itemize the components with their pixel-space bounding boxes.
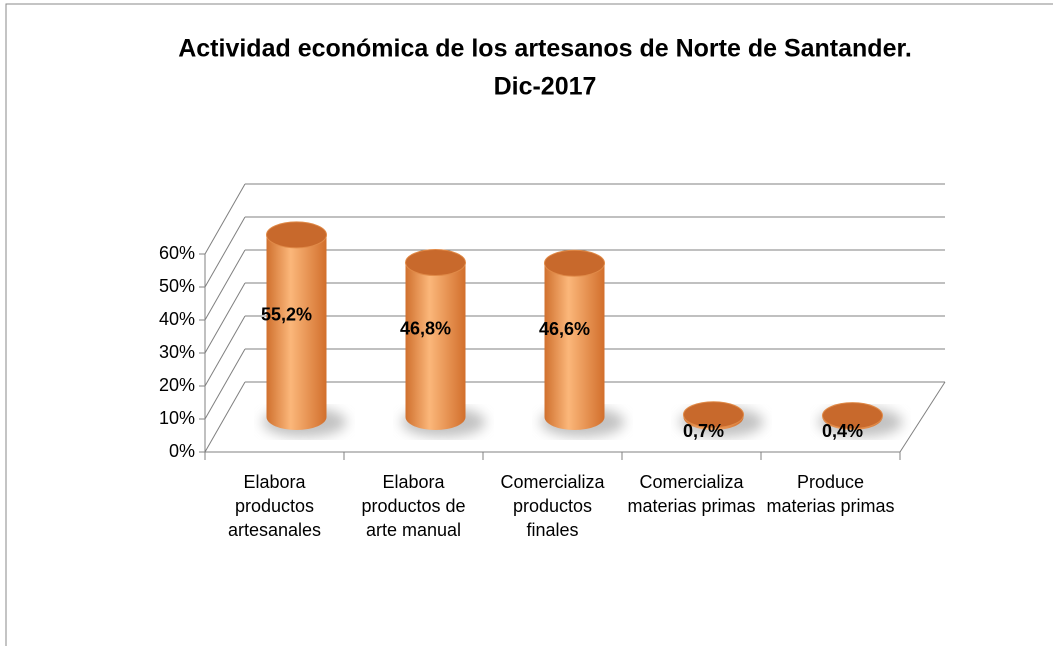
bar-top — [405, 249, 466, 277]
grid-line — [204, 348, 246, 420]
bar-bottom — [405, 404, 466, 430]
floor-edge — [899, 381, 946, 453]
x-tick-label: Comercializa materias primas — [627, 472, 756, 516]
y-tick-label: 40% — [159, 309, 195, 329]
bar — [544, 263, 605, 417]
x-tick-label: Comercializa productos finales — [500, 472, 605, 540]
y-tick-label: 60% — [159, 243, 195, 263]
y-tick-label: 30% — [159, 342, 195, 362]
grid-line — [204, 249, 246, 321]
grid-line — [204, 315, 246, 387]
value-label: 0,7% — [683, 421, 724, 441]
y-tick-label: 20% — [159, 375, 195, 395]
bar-top — [266, 221, 327, 249]
value-label: 46,6% — [539, 319, 590, 339]
y-tick-label: 50% — [159, 276, 195, 296]
bar — [266, 234, 327, 417]
grid-line — [204, 216, 246, 288]
x-tick-label: Elabora productos de arte manual — [361, 472, 466, 540]
chart-title: Actividad económica de los artesanos de … — [178, 35, 912, 63]
x-tick-label: Elabora productos artesanales — [227, 472, 322, 540]
x-tick-label: Produce materias primas — [766, 472, 895, 516]
value-label: 55,2% — [261, 305, 312, 325]
bar-bottom — [266, 404, 327, 430]
value-label: 0,4% — [822, 421, 863, 441]
grid-line — [204, 381, 246, 453]
bar-top — [822, 402, 883, 430]
grid-line — [204, 282, 246, 354]
value-label: 46,8% — [400, 319, 451, 339]
bar-top — [683, 401, 744, 429]
bar-top — [544, 249, 605, 277]
bar — [405, 262, 466, 417]
y-tick-label: 10% — [159, 408, 195, 428]
bar-bottom — [544, 404, 605, 430]
frame — [5, 3, 1053, 646]
y-tick-label: 0% — [169, 441, 195, 461]
grid-line — [204, 183, 246, 255]
chart-title: Dic-2017 — [494, 73, 597, 101]
